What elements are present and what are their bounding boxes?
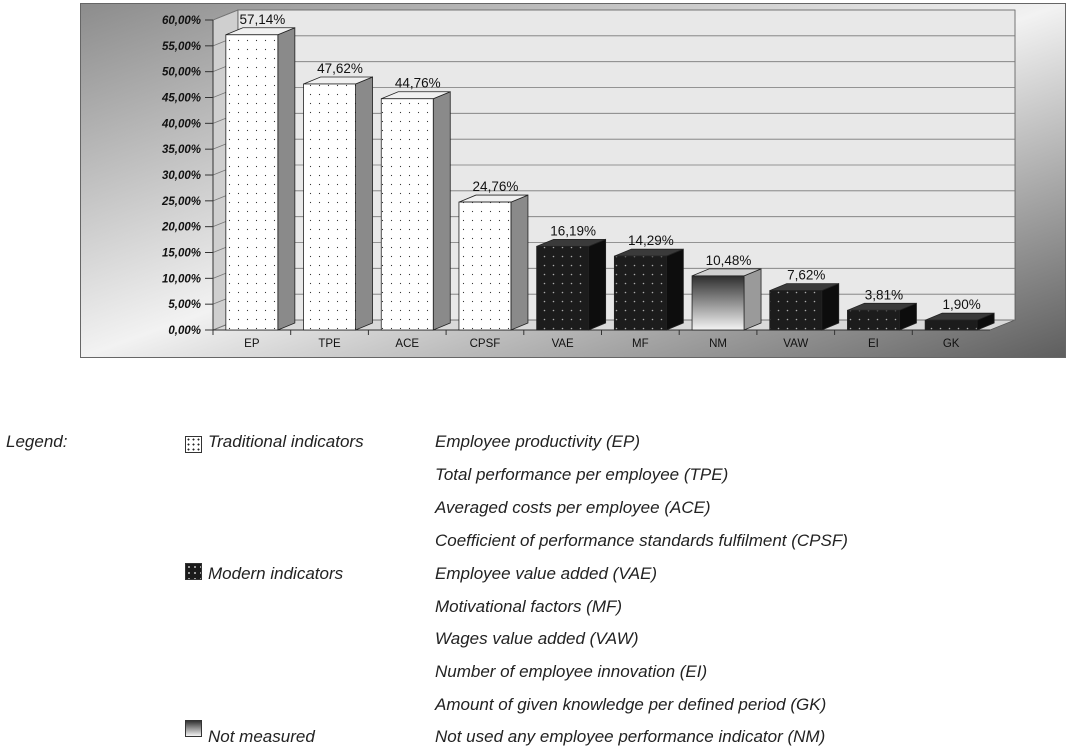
y-tick-label: 20,00%	[161, 222, 201, 234]
x-tick-label: CPSF	[470, 338, 501, 350]
bar-side	[355, 76, 373, 331]
y-tick-label: 25,00%	[161, 196, 201, 208]
legend-item-cpsf: Coefficient of performance standards ful…	[435, 531, 848, 550]
data-label: 16,19%	[550, 223, 596, 238]
x-tick-label: GK	[943, 338, 960, 350]
data-label: 7,62%	[787, 268, 825, 283]
y-tick-label: 35,00%	[162, 144, 201, 156]
x-axis: EP TPE ACE CPSF VAE MF NM VAW EI GK	[212, 330, 960, 350]
x-tick-label: EP	[244, 338, 260, 350]
modern-swatch	[185, 563, 202, 580]
x-tick-label: NM	[709, 338, 727, 350]
bar-side	[821, 283, 840, 331]
y-tick-label: 10,00%	[162, 273, 201, 285]
data-label: 10,48%	[706, 253, 752, 268]
bar-front	[691, 275, 745, 331]
bar-side	[277, 27, 296, 331]
not-measured-swatch	[185, 720, 202, 737]
bar-ep: 57,14%	[225, 12, 296, 331]
bar-cpsf: 24,76%	[458, 179, 529, 331]
legend-not-measured-label: Not measured	[208, 727, 315, 746]
legend-item-ei: Number of employee innovation (EI)	[435, 662, 708, 681]
bar-mf: 14,29%	[613, 233, 684, 331]
bar-side	[665, 248, 684, 331]
bar-side	[743, 268, 762, 331]
bar-side	[432, 91, 451, 331]
y-tick-label: 15,00%	[162, 248, 201, 260]
data-label: 1,90%	[943, 297, 981, 312]
legend-item-vaw: Wages value added (VAW)	[435, 629, 639, 648]
bar-front	[924, 319, 978, 331]
x-tick-label: MF	[632, 338, 649, 350]
legend-item-vae: Employee value added (VAE)	[435, 564, 658, 583]
y-tick-label: 40,00%	[161, 118, 201, 130]
legend-item-ace: Averaged costs per employee (ACE)	[435, 498, 711, 517]
bar-front	[380, 98, 434, 331]
bar-front	[847, 309, 900, 331]
bar-front	[303, 83, 356, 331]
bar-tpe: 47,62%	[303, 61, 373, 331]
y-axis: 0,00% 5,00% 10,00% 15,00% 20,00% 25,00% 30,00%…	[161, 15, 990, 337]
data-label: 3,81%	[865, 287, 903, 302]
bar-front	[225, 34, 279, 331]
y-tick-label: 5,00%	[168, 299, 201, 311]
gridline-side	[212, 9, 239, 21]
bar-gk: 1,90%	[924, 297, 995, 331]
x-tick-label: VAW	[783, 338, 808, 350]
legend-item-tpe: Total performance per employee (TPE)	[435, 465, 729, 484]
bar-front	[458, 201, 512, 331]
bar-front	[769, 290, 823, 331]
data-label: 24,76%	[473, 179, 519, 194]
y-tick-label: 30,00%	[162, 170, 201, 182]
data-label: 14,29%	[628, 233, 674, 248]
x-tick-label: ACE	[395, 338, 419, 350]
bar-ei: 3,81%	[847, 287, 917, 331]
y-tick-label: 50,00%	[162, 67, 201, 79]
bar-front	[536, 245, 590, 331]
legend-traditional-label: Traditional indicators	[208, 432, 364, 451]
data-label: 57,14%	[239, 12, 285, 27]
bar-front	[613, 255, 667, 331]
bar-chart: 0,00% 5,00% 10,00% 15,00% 20,00% 25,00% 30,00%…	[80, 3, 1066, 358]
legend-item-gk: Amount of given knowledge per defined pe…	[435, 695, 827, 714]
y-tick-label: 60,00%	[162, 15, 201, 27]
legend-item-ep: Employee productivity (EP)	[435, 432, 641, 451]
y-tick-label: 55,00%	[162, 41, 201, 53]
legend-item-nm: Not used any employee performance indica…	[435, 727, 826, 746]
legend-modern-label: Modern indicators	[208, 564, 344, 583]
bar-nm: 10,48%	[691, 253, 762, 331]
data-label: 44,76%	[395, 76, 441, 91]
x-tick-label: TPE	[318, 338, 341, 350]
y-tick-label: 0,00%	[168, 325, 201, 337]
x-tick-label: EI	[868, 338, 879, 350]
bar-vae: 16,19%	[536, 223, 607, 331]
bar-ace: 44,76%	[380, 76, 451, 331]
bar-side	[588, 238, 607, 331]
legend-title: Legend:	[6, 432, 68, 451]
x-tick-label: VAE	[552, 338, 574, 350]
bar-side	[510, 194, 529, 331]
bars: 57,14% 47,62% 44,76% 24,76% 16,19% 14,29% 10,4…	[225, 12, 995, 331]
y-tick-label: 45,00%	[161, 93, 201, 105]
bar-vaw: 7,62%	[769, 268, 840, 331]
traditional-swatch	[185, 436, 202, 453]
data-label: 47,62%	[317, 61, 363, 76]
legend-item-mf: Motivational factors (MF)	[435, 597, 623, 616]
